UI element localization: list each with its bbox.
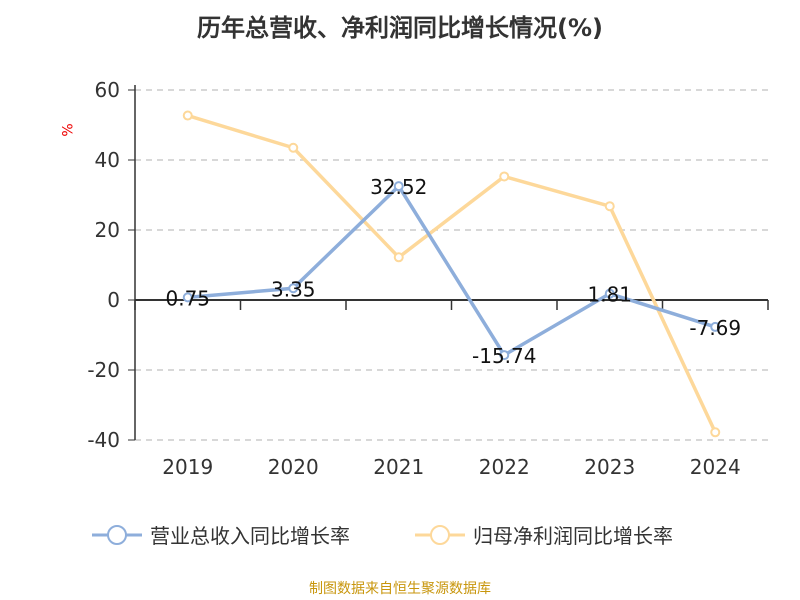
chart-title: 历年总营收、净利润同比增长情况(%)	[197, 14, 603, 42]
series-line-0	[187, 183, 716, 358]
y-tick-label: 0	[107, 288, 120, 312]
data-point	[288, 283, 299, 294]
y-tick-label: 40	[95, 148, 120, 172]
data-label: 0.75	[165, 286, 210, 310]
data-point	[182, 292, 193, 303]
data-label: 32.52	[370, 175, 427, 199]
legend-label: 营业总收入同比增长率	[150, 524, 350, 548]
legend-label: 归母净利润同比增长率	[473, 524, 673, 548]
x-tick-label: 2023	[584, 455, 635, 479]
data-point	[604, 288, 615, 299]
data-label: -15.74	[472, 344, 536, 368]
series-line-1	[187, 113, 717, 434]
data-point	[604, 201, 615, 212]
legend-marker-icon	[92, 524, 142, 545]
legend-item-net-profit[interactable]: 归母净利润同比增长率	[415, 520, 673, 549]
legend-marker-icon	[415, 524, 465, 545]
data-point	[393, 181, 404, 192]
y-tick-label: -20	[87, 358, 120, 382]
y-tick-label: -40	[87, 428, 120, 452]
x-tick-label: 2024	[690, 455, 741, 479]
y-tick-label: 60	[95, 78, 120, 102]
data-point	[710, 427, 721, 438]
data-point	[182, 110, 193, 121]
x-tick-label: 2021	[373, 455, 424, 479]
y-tick-label: 20	[95, 218, 120, 242]
x-tick-label: 2022	[479, 455, 530, 479]
data-point	[288, 142, 299, 153]
x-tick-label: 2019	[162, 455, 213, 479]
x-tick-label: 2020	[268, 455, 319, 479]
source-note: 制图数据来自恒生聚源数据库	[309, 581, 491, 597]
data-label: 1.81	[587, 283, 632, 307]
data-point	[710, 321, 721, 332]
data-point	[499, 171, 510, 182]
data-label: 3.35	[271, 277, 316, 301]
data-point	[499, 350, 510, 361]
legend-item-revenue[interactable]: 营业总收入同比增长率	[92, 520, 350, 549]
data-label: -7.69	[689, 316, 741, 340]
data-point	[393, 252, 404, 263]
